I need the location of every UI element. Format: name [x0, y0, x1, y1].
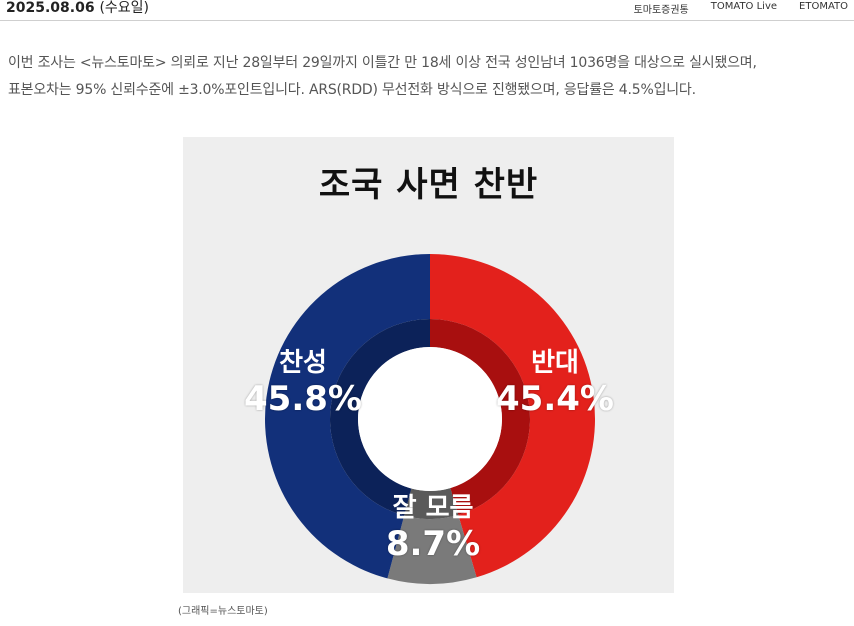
weekday-text: (수요일) — [99, 0, 150, 16]
label-unknown-name: 잘 모름 — [392, 493, 474, 523]
donut-chart-figure: 조국 사면 찬반 찬성 45.8% 반대 45.4% 잘 모름 8.7% — [183, 137, 674, 593]
graphic-credit: (그래픽=뉴스토마토) — [178, 606, 268, 617]
label-oppose-name: 반대 — [531, 348, 579, 378]
article-body: 이번 조사는 <뉴스토마토> 의뢰로 지난 28일부터 29일까지 이틀간 만 … — [8, 50, 854, 104]
donut-inner-ring-1 — [404, 488, 459, 519]
label-approve-value: 45.8% — [244, 379, 362, 419]
nav-link-tomato-live[interactable]: TOMATO Live — [710, 1, 778, 12]
top-bar: 2025.08.06 (수요일) 토마토증권통 TOMATO Live ETOM… — [0, 0, 854, 21]
article-line-1: 이번 조사는 <뉴스토마토> 의뢰로 지난 28일부터 29일까지 이틀간 만 … — [8, 55, 757, 71]
label-unknown-value: 8.7% — [385, 524, 481, 564]
label-approve: 찬성 45.8% — [243, 347, 363, 419]
donut-inner-ring-0 — [430, 319, 531, 515]
label-approve-name: 찬성 — [279, 348, 327, 378]
date-text: 2025.08.06 — [6, 0, 95, 16]
label-oppose: 반대 45.4% — [495, 347, 615, 419]
donut-slice-2 — [265, 254, 430, 579]
donut-chart — [265, 254, 595, 584]
donut-slice-0 — [430, 254, 595, 578]
top-nav: 토마토증권통 TOMATO Live ETOMATO — [634, 1, 848, 16]
nav-link-etomato[interactable]: ETOMATO — [799, 1, 848, 12]
donut-slice-1 — [387, 514, 477, 584]
article-line-2: 표본오차는 95% 신뢰수준에 ±3.0%포인트입니다. ARS(RDD) 무선… — [8, 82, 696, 98]
donut-inner-ring-2 — [330, 319, 430, 516]
article-date: 2025.08.06 (수요일) — [6, 0, 149, 17]
nav-link-tomato-securities[interactable]: 토마토증권통 — [633, 5, 689, 16]
chart-title: 조국 사면 찬반 — [318, 165, 539, 205]
donut-hole — [358, 347, 502, 491]
label-oppose-value: 45.4% — [496, 379, 614, 419]
label-unknown: 잘 모름 8.7% — [373, 492, 493, 564]
